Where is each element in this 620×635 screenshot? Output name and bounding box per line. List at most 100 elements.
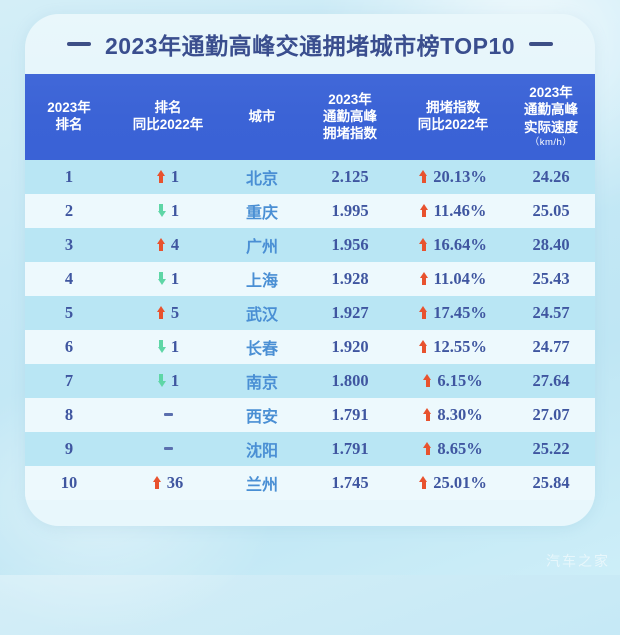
cell-city: 广州 (245, 238, 278, 256)
arrow-up-icon (419, 238, 428, 252)
cell-congestion-index: 1.995 (331, 200, 369, 220)
column-header-actual-speed: 2023年 通勤高峰 实际速度 （km/h） (507, 74, 595, 160)
index-change-value: 6.15% (437, 370, 483, 390)
column-header-line1: 城市 (248, 108, 276, 124)
page-title-text: 2023年通勤高峰交通拥堵城市榜TOP10 (104, 33, 516, 59)
column-header-line1: 排名 (154, 100, 182, 116)
cell-city: 北京 (245, 170, 278, 188)
cell-city: 兰州 (245, 476, 278, 494)
cell-index-change: 6.15% (399, 364, 507, 398)
cell-rank-change: 36 (113, 466, 223, 500)
cell-city: 沈阳 (245, 442, 278, 460)
cell-actual-speed: 25.84 (532, 472, 570, 492)
table-header: 2023年 排名 排名 同比2022年 城市 2023年 通勤高峰 拥堵指数 拥… (25, 74, 595, 160)
cell-index-change: 20.13% (399, 160, 507, 194)
cell-rank-change: 1 (113, 194, 223, 228)
cell-city: 长春 (245, 340, 278, 358)
table-header-row: 2023年 排名 排名 同比2022年 城市 2023年 通勤高峰 拥堵指数 拥… (25, 74, 595, 160)
table-row: 2 1 重庆 1.995 11.46% 25.05 (25, 193, 595, 228)
cell-rank-change: 4 (113, 228, 223, 262)
cell-rank: 10 (60, 472, 78, 492)
cell-index-change: 12.55% (399, 330, 507, 364)
column-header-congestion-index: 2023年 通勤高峰 拥堵指数 (301, 74, 399, 160)
table-row: 10 36 兰州 1.745 25.01% 25.84 (25, 465, 595, 500)
column-header-line3: 实际速度 (524, 119, 578, 135)
column-header-line2: 通勤高峰 (323, 108, 377, 124)
arrow-up-icon (419, 204, 429, 218)
cell-city: 武汉 (245, 306, 278, 324)
arrow-up-icon (419, 272, 429, 286)
table-row: 3 4 广州 1.956 16.64% 28.40 (25, 227, 595, 262)
rank-change-value: 1 (170, 166, 180, 186)
cell-rank: 9 (64, 438, 74, 458)
arrow-up-icon (152, 476, 162, 490)
cell-index-change: 17.45% (399, 296, 507, 330)
cell-congestion-index: 2.125 (331, 166, 369, 186)
cell-rank-change: 1 (113, 160, 223, 194)
table-row: 1 1 北京 2.125 20.13% 24.26 (25, 159, 595, 194)
cell-rank: 1 (64, 166, 74, 186)
rank-change-value: 4 (170, 234, 180, 254)
index-change-value: 11.46% (433, 200, 487, 220)
index-change-value: 25.01% (433, 472, 487, 492)
arrow-up-icon (419, 340, 428, 354)
cell-rank-change: 1 (113, 364, 223, 398)
arrow-up-icon (423, 408, 432, 422)
table-row: 8 西安 1.791 8.30% 27.07 (25, 397, 595, 432)
cell-rank-change: 5 (113, 296, 223, 330)
cell-rank: 5 (64, 302, 74, 322)
no-change-dash-icon (163, 447, 173, 451)
cell-actual-speed: 27.07 (532, 404, 570, 424)
cell-actual-speed: 28.40 (532, 234, 570, 254)
cell-actual-speed: 24.26 (532, 166, 570, 186)
cell-congestion-index: 1.791 (331, 438, 369, 458)
arrow-up-icon (156, 170, 166, 184)
column-header-rank-change: 排名 同比2022年 (113, 74, 223, 160)
cell-rank-change: 1 (113, 262, 223, 296)
watermark: 汽车之家 (546, 553, 610, 569)
column-header-line3: 拥堵指数 (323, 126, 377, 142)
cell-congestion-index: 1.920 (331, 336, 369, 356)
column-header-line2: 通勤高峰 (524, 102, 578, 118)
cell-congestion-index: 1.800 (331, 370, 369, 390)
column-header-line2: 同比2022年 (132, 117, 204, 133)
column-header-line2: 同比2022年 (417, 117, 489, 133)
column-header-city: 城市 (223, 74, 301, 160)
cell-rank: 3 (64, 234, 74, 254)
cell-rank: 8 (64, 404, 74, 424)
cell-congestion-index: 1.791 (331, 404, 369, 424)
index-change-value: 8.65% (437, 438, 483, 458)
cell-index-change: 8.65% (399, 432, 507, 466)
column-header-line1: 2023年 (47, 100, 91, 116)
cell-rank-change (113, 398, 223, 432)
cell-index-change: 11.04% (399, 262, 507, 296)
rank-change-value: 1 (170, 200, 180, 220)
column-header-line1: 拥堵指数 (426, 100, 480, 116)
rank-change-value: 5 (170, 302, 180, 322)
table-row: 9 沈阳 1.791 8.65% 25.22 (25, 431, 595, 466)
cell-rank: 2 (64, 200, 74, 220)
cell-index-change: 16.64% (399, 228, 507, 262)
cell-rank: 7 (64, 370, 74, 390)
index-change-value: 12.55% (433, 336, 487, 356)
title-left-dash-icon (66, 42, 91, 46)
cell-congestion-index: 1.745 (331, 472, 369, 492)
cell-rank-change: 1 (113, 330, 223, 364)
no-change-dash-icon (163, 413, 173, 417)
cell-actual-speed: 27.64 (532, 370, 570, 390)
cell-actual-speed: 24.77 (532, 336, 570, 356)
congestion-ranking-table: 2023年 排名 排名 同比2022年 城市 2023年 通勤高峰 拥堵指数 拥… (25, 74, 595, 500)
arrow-up-icon (419, 306, 428, 320)
cell-actual-speed: 25.22 (532, 438, 570, 458)
table-row: 7 1 南京 1.800 6.15% 27.64 (25, 363, 595, 398)
cell-rank: 4 (64, 268, 74, 288)
cell-actual-speed: 25.43 (532, 268, 570, 288)
column-header-line1: 2023年 (328, 91, 372, 107)
column-header-line2: 排名 (55, 117, 83, 133)
cell-index-change: 25.01% (399, 466, 507, 500)
cell-index-change: 8.30% (399, 398, 507, 432)
cell-congestion-index: 1.928 (331, 268, 369, 288)
arrow-up-icon (423, 442, 432, 456)
table-body: 1 1 北京 2.125 20.13% 24.26 2 1 重庆 1.995 11.46% 25.05… (25, 159, 595, 500)
title-right-dash-icon (529, 42, 554, 46)
